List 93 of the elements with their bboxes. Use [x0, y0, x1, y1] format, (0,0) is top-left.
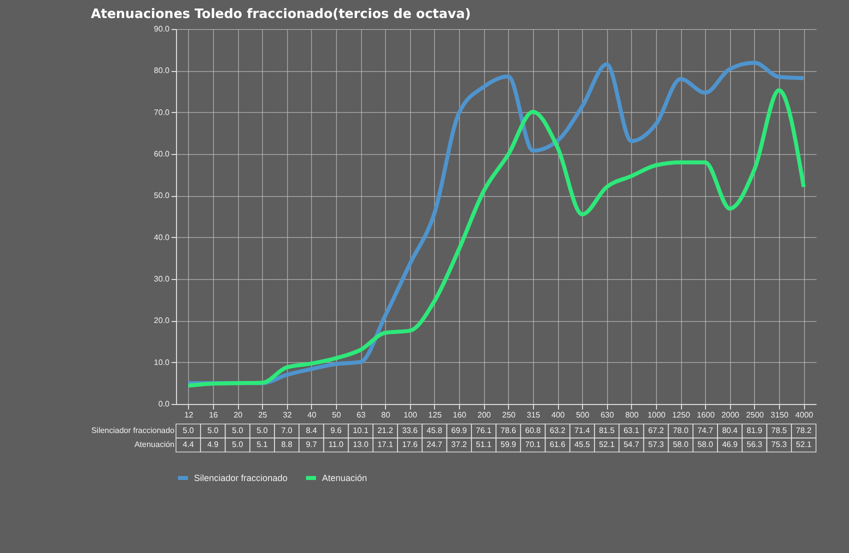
- data-label: 76.1: [476, 426, 492, 435]
- data-label: 80.4: [722, 426, 738, 435]
- data-label: 78.2: [796, 426, 812, 435]
- x-tick-label: 3150: [770, 410, 790, 420]
- x-tick-label: 250: [502, 410, 516, 420]
- x-tick-label: 20: [234, 410, 244, 420]
- x-tick-label: 16: [208, 410, 218, 420]
- data-label: 7.0: [281, 426, 293, 435]
- text: Atenuación: [134, 440, 174, 449]
- data-label: 5.0: [182, 426, 194, 435]
- data-label: 24.7: [426, 440, 443, 449]
- x-tick-label: 1600: [696, 410, 716, 420]
- x-tick-label: 32: [282, 410, 292, 420]
- x-tick-label: 200: [478, 410, 492, 420]
- x-tick-label: 800: [625, 410, 640, 420]
- y-tick-label: 40.0: [154, 232, 170, 242]
- data-label: 59.9: [500, 440, 517, 449]
- legend-label: Silenciador fraccionado: [194, 473, 288, 483]
- data-label: 5.0: [207, 426, 220, 435]
- data-label: 46.9: [722, 440, 738, 449]
- data-label: 45.8: [426, 426, 443, 435]
- x-tick-label: 4000: [795, 410, 814, 420]
- data-label: 78.0: [672, 426, 689, 435]
- data-label: 60.8: [525, 426, 542, 435]
- x-tick-label: 125: [428, 410, 442, 420]
- data-label: 21.2: [377, 426, 394, 435]
- y-tick-label: 90.0: [154, 24, 170, 34]
- data-label: 69.9: [451, 426, 468, 435]
- data-label: 81.5: [598, 426, 616, 435]
- x-tick-label: 50: [332, 410, 342, 420]
- data-label: 11.0: [328, 440, 344, 449]
- data-label: 63.1: [624, 426, 640, 435]
- x-tick-label: 80: [381, 410, 391, 420]
- data-label: 17.6: [402, 440, 418, 449]
- x-tick-label: 25: [258, 410, 268, 420]
- data-label: 75.3: [771, 440, 788, 449]
- data-label: 37.2: [451, 440, 468, 449]
- data-label: 52.1: [598, 440, 616, 449]
- x-tick-label: 630: [600, 410, 614, 420]
- x-tick-label: 100: [404, 410, 418, 420]
- y-tick-label: 70.0: [154, 108, 170, 117]
- x-tick-label: 1000: [648, 410, 666, 420]
- y-tick-label: 0.0: [158, 400, 170, 408]
- data-label: 17.1: [377, 440, 394, 449]
- data-label: 67.2: [648, 426, 664, 435]
- data-label: 70.1: [525, 440, 542, 449]
- data-label: 8.4: [306, 426, 318, 435]
- data-label: 57.3: [648, 440, 664, 449]
- data-label: 58.0: [672, 440, 689, 449]
- y-tick-label: 10.0: [154, 358, 170, 367]
- data-label: 5.0: [232, 426, 244, 435]
- x-tick-label: 40: [307, 410, 317, 420]
- data-label: 54.7: [624, 440, 640, 449]
- data-label: 9.6: [330, 426, 342, 435]
- x-tick-label: 2000: [721, 410, 740, 420]
- x-tick-label: 315: [526, 410, 541, 420]
- data-label: 81.9: [746, 426, 763, 435]
- x-tick-label: 1250: [672, 410, 691, 420]
- data-label: 8.8: [281, 440, 293, 449]
- data-label: 4.9: [207, 440, 220, 449]
- x-tick-label: 500: [576, 410, 590, 420]
- data-label: 4.4: [182, 440, 194, 449]
- data-label: 78.6: [500, 426, 517, 435]
- x-tick-label: 2500: [746, 410, 764, 420]
- x-tick-label: 400: [551, 410, 566, 420]
- data-label: 51.1: [476, 440, 492, 449]
- data-label: 13.0: [352, 440, 369, 449]
- y-tick-label: 50.0: [154, 191, 170, 200]
- data-label: 45.5: [574, 440, 590, 449]
- data-label: 74.7: [697, 426, 714, 435]
- data-label: 5.1: [256, 440, 268, 449]
- y-tick-label: 30.0: [154, 274, 170, 284]
- data-label: 5.0: [256, 426, 268, 435]
- text: Silenciador fraccionado: [91, 426, 174, 435]
- x-tick-label: 12: [184, 410, 194, 420]
- data-label: 58.0: [697, 440, 714, 449]
- y-tick-label: 20.0: [154, 316, 170, 326]
- y-tick-label: 80.0: [154, 66, 170, 76]
- data-label: 63.2: [550, 426, 566, 435]
- data-label: 71.4: [574, 426, 590, 435]
- data-label: 10.1: [352, 426, 369, 435]
- data-label: 61.6: [550, 440, 566, 449]
- x-tick-label: 63: [356, 410, 366, 420]
- chart-title: Atenuaciones Toledo fraccionado(tercios de octava): [90, 7, 471, 22]
- data-label: 78.5: [771, 426, 788, 435]
- data-label: 56.3: [746, 440, 763, 449]
- x-tick-label: 160: [452, 410, 467, 420]
- data-label: 52.1: [796, 440, 812, 449]
- data-label: 5.0: [232, 440, 244, 449]
- data-label: 9.7: [306, 440, 318, 449]
- legend-label: Atenuación: [322, 473, 368, 483]
- y-tick-label: 60.0: [154, 150, 170, 158]
- data-label: 33.6: [402, 426, 418, 435]
